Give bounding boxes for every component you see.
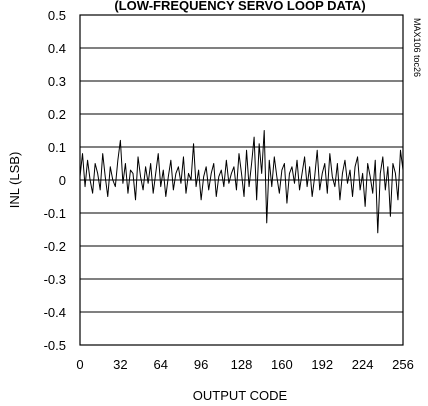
- plot-frame: [79, 14, 404, 346]
- y-tick-label: 0.4: [48, 41, 66, 56]
- y-tick-label: -0.3: [44, 272, 66, 287]
- y-tick-label: 0.1: [48, 140, 66, 155]
- x-tick-label: 32: [113, 357, 127, 372]
- y-tick-label: 0.3: [48, 74, 66, 89]
- y-tick-label: -0.5: [44, 338, 66, 353]
- y-tick-label: 0.5: [48, 8, 66, 23]
- y-tick-label: -0.1: [44, 206, 66, 221]
- x-tick-label: 64: [154, 357, 168, 372]
- x-tick-label: 192: [311, 357, 333, 372]
- x-tick-label: 160: [271, 357, 293, 372]
- y-axis-title: INL (LSB): [7, 152, 22, 209]
- x-tick-label: 0: [76, 357, 83, 372]
- y-tick-labels: 0.5 0.4 0.3 0.2 0.1 0 -0.1 -0.2 -0.3 -0.4 -0.5: [44, 8, 66, 353]
- inl-series-line: [79, 130, 404, 234]
- x-tick-label: 128: [231, 357, 253, 372]
- x-tick-label: 96: [194, 357, 208, 372]
- x-tick-label: 224: [352, 357, 374, 372]
- y-tick-label: -0.2: [44, 239, 66, 254]
- y-tick-label: 0.2: [48, 107, 66, 122]
- y-tick-label: -0.4: [44, 305, 66, 320]
- x-tick-labels: 0 32 64 96 128 160 192 224 256: [76, 357, 413, 372]
- figure-code-note: MAX106 toc26: [412, 18, 422, 77]
- x-axis-title: OUTPUT CODE: [193, 388, 288, 403]
- grid-lines: [80, 14, 403, 346]
- y-tick-label: 0: [59, 173, 66, 188]
- x-tick-label: 256: [392, 357, 414, 372]
- chart-title: (LOW-FREQUENCY SERVO LOOP DATA): [114, 0, 365, 13]
